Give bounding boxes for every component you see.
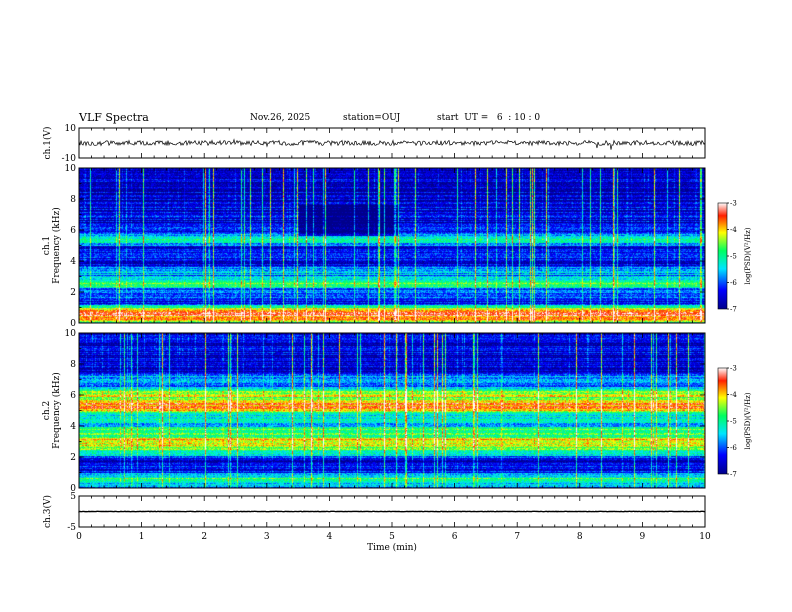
- x-tick-label: 4: [327, 532, 333, 542]
- colorbar-tick-label: -6: [730, 279, 737, 287]
- y-tick-label: 10: [65, 164, 77, 174]
- x-tick-label: 6: [452, 532, 458, 542]
- y-tick-label: 10: [65, 124, 77, 134]
- y-tick-label: 0: [70, 319, 76, 329]
- y-axis-label: Frequency (kHz): [51, 372, 62, 449]
- colorbar-tick-label: -6: [730, 444, 737, 452]
- colorbar-tick-label: -3: [730, 365, 737, 373]
- x-tick-label: 7: [514, 532, 520, 542]
- colorbar: [717, 367, 728, 475]
- y-tick-label: 6: [70, 226, 76, 236]
- y-axis-label: ch.2: [42, 401, 52, 420]
- y-tick-label: 4: [70, 422, 76, 432]
- x-axis-label: Time (min): [367, 542, 417, 553]
- y-axis-label: ch.3(V): [42, 495, 53, 528]
- colorbar-tick-label: -4: [730, 391, 737, 399]
- date-label: Nov.26, 2025: [250, 113, 311, 123]
- x-tick-label: 5: [389, 532, 395, 542]
- y-tick-label: 5: [70, 492, 76, 502]
- colorbar-tick-label: -3: [730, 200, 737, 208]
- colorbar-tick-label: -7: [730, 471, 737, 479]
- colorbar: [717, 202, 728, 310]
- y-tick-label: 2: [70, 453, 76, 463]
- y-tick-label: 10: [65, 329, 77, 339]
- figure-title: VLF Spectra: [79, 111, 149, 124]
- colorbar-label: log(PSD)(V²/Hz): [744, 392, 752, 449]
- ch1-waveform: [78, 138, 706, 150]
- y-tick-label: 4: [70, 257, 76, 267]
- start-time-label: start UT = 6 : 10 : 0: [437, 113, 541, 123]
- y-tick-label: -10: [62, 154, 77, 164]
- y-axis-label: Frequency (kHz): [51, 207, 62, 284]
- y-axis-label: ch.1(V): [42, 127, 53, 160]
- y-axis-label: ch.1: [42, 236, 52, 255]
- colorbar-label: log(PSD)(V²/Hz): [744, 227, 752, 284]
- x-tick-label: 9: [640, 532, 646, 542]
- y-tick-label: 6: [70, 391, 76, 401]
- x-tick-label: 10: [699, 532, 711, 542]
- x-tick-label: 3: [264, 532, 270, 542]
- x-tick-label: 0: [76, 532, 82, 542]
- colorbar-tick-label: -5: [730, 253, 737, 261]
- y-tick-label: -5: [67, 523, 76, 533]
- spectrogram-image-ch1: [79, 168, 705, 323]
- colorbar-tick-label: -5: [730, 418, 737, 426]
- station-label: station=OUJ: [343, 113, 401, 123]
- colorbar-tick-label: -4: [730, 226, 737, 234]
- y-tick-label: 0: [70, 484, 76, 494]
- x-tick-label: 1: [139, 532, 145, 542]
- y-tick-label: 8: [70, 360, 76, 370]
- y-tick-label: 8: [70, 195, 76, 205]
- x-tick-label: 8: [577, 532, 583, 542]
- spectrogram-image-ch2: [79, 333, 705, 488]
- y-tick-label: 2: [70, 288, 76, 298]
- x-tick-label: 2: [201, 532, 207, 542]
- colorbar-tick-label: -7: [730, 306, 737, 314]
